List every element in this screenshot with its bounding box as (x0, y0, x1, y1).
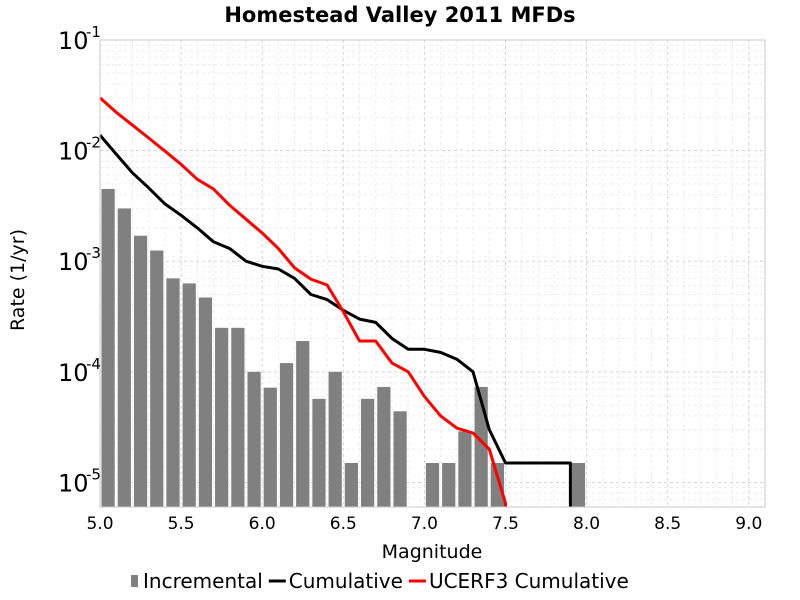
y-tick-label: 10 (58, 248, 89, 276)
incremental-bar (215, 327, 229, 507)
incremental-bar (133, 235, 148, 507)
y-tick-exponent: -2 (86, 134, 101, 152)
x-tick-label: 8.5 (654, 514, 681, 534)
incremental-bar (571, 462, 586, 507)
incremental-bars (101, 188, 586, 508)
legend-label-ucerf3-cumulative: UCERF3 Cumulative (429, 569, 629, 593)
incremental-bar (490, 462, 504, 507)
incremental-bar (101, 188, 115, 507)
x-tick-label: 5.0 (86, 514, 113, 534)
x-tick-label: 7.5 (492, 514, 519, 534)
legend-label-cumulative: Cumulative (289, 569, 403, 593)
incremental-bar (117, 208, 131, 507)
x-tick-label: 5.5 (168, 514, 195, 534)
incremental-bar (442, 462, 456, 507)
incremental-bar (361, 398, 375, 507)
x-tick-label: 8.0 (573, 514, 600, 534)
y-tick-exponent: -5 (86, 465, 101, 483)
x-tick-label: 6.0 (249, 514, 276, 534)
y-tick-label: 10 (58, 138, 89, 166)
cumulative-lines (98, 96, 572, 507)
incremental-bar (328, 371, 342, 507)
incremental-bar (263, 387, 277, 507)
y-tick-exponent: -1 (86, 23, 101, 41)
incremental-bar (296, 341, 310, 507)
incremental-bar (247, 371, 261, 507)
y-tick-exponent: -4 (86, 355, 101, 373)
plot-frame (99, 39, 766, 508)
incremental-bar (393, 411, 407, 507)
x-tick-label: 7.0 (411, 514, 438, 534)
x-tick-label: 9.0 (735, 514, 762, 534)
incremental-bar (166, 278, 180, 507)
y-tick-exponent: -3 (86, 244, 101, 262)
incremental-bar (231, 327, 245, 507)
incremental-bar (279, 363, 294, 507)
incremental-bar (198, 297, 213, 507)
incremental-bar (377, 386, 391, 507)
x-axis-label: Magnitude (382, 541, 483, 563)
incremental-bar (458, 431, 472, 507)
incremental-bar (182, 283, 196, 507)
x-tick-labels: 5.0 5.5 6.0 6.5 7.0 7.5 8.0 8.5 9.0 (86, 514, 762, 534)
y-tick-label: 10 (58, 469, 89, 497)
legend: Incremental Cumulative UCERF3 Cumulative (131, 569, 629, 593)
legend-swatch-incremental (131, 575, 138, 587)
incremental-bar (312, 398, 326, 507)
y-tick-label: 10 (58, 359, 89, 387)
incremental-bar (150, 250, 164, 508)
x-tick-label: 6.5 (330, 514, 357, 534)
incremental-bar (425, 462, 440, 507)
ucerf3-cumulative-line (98, 96, 507, 507)
chart-title: Homestead Valley 2011 MFDs (224, 3, 575, 27)
y-tick-labels: 10-510-410-310-210-1 (58, 23, 101, 497)
y-axis-label: Rate (1/yr) (7, 229, 29, 331)
incremental-bar (344, 462, 359, 507)
y-tick-label: 10 (58, 27, 89, 55)
legend-label-incremental: Incremental (143, 569, 263, 593)
